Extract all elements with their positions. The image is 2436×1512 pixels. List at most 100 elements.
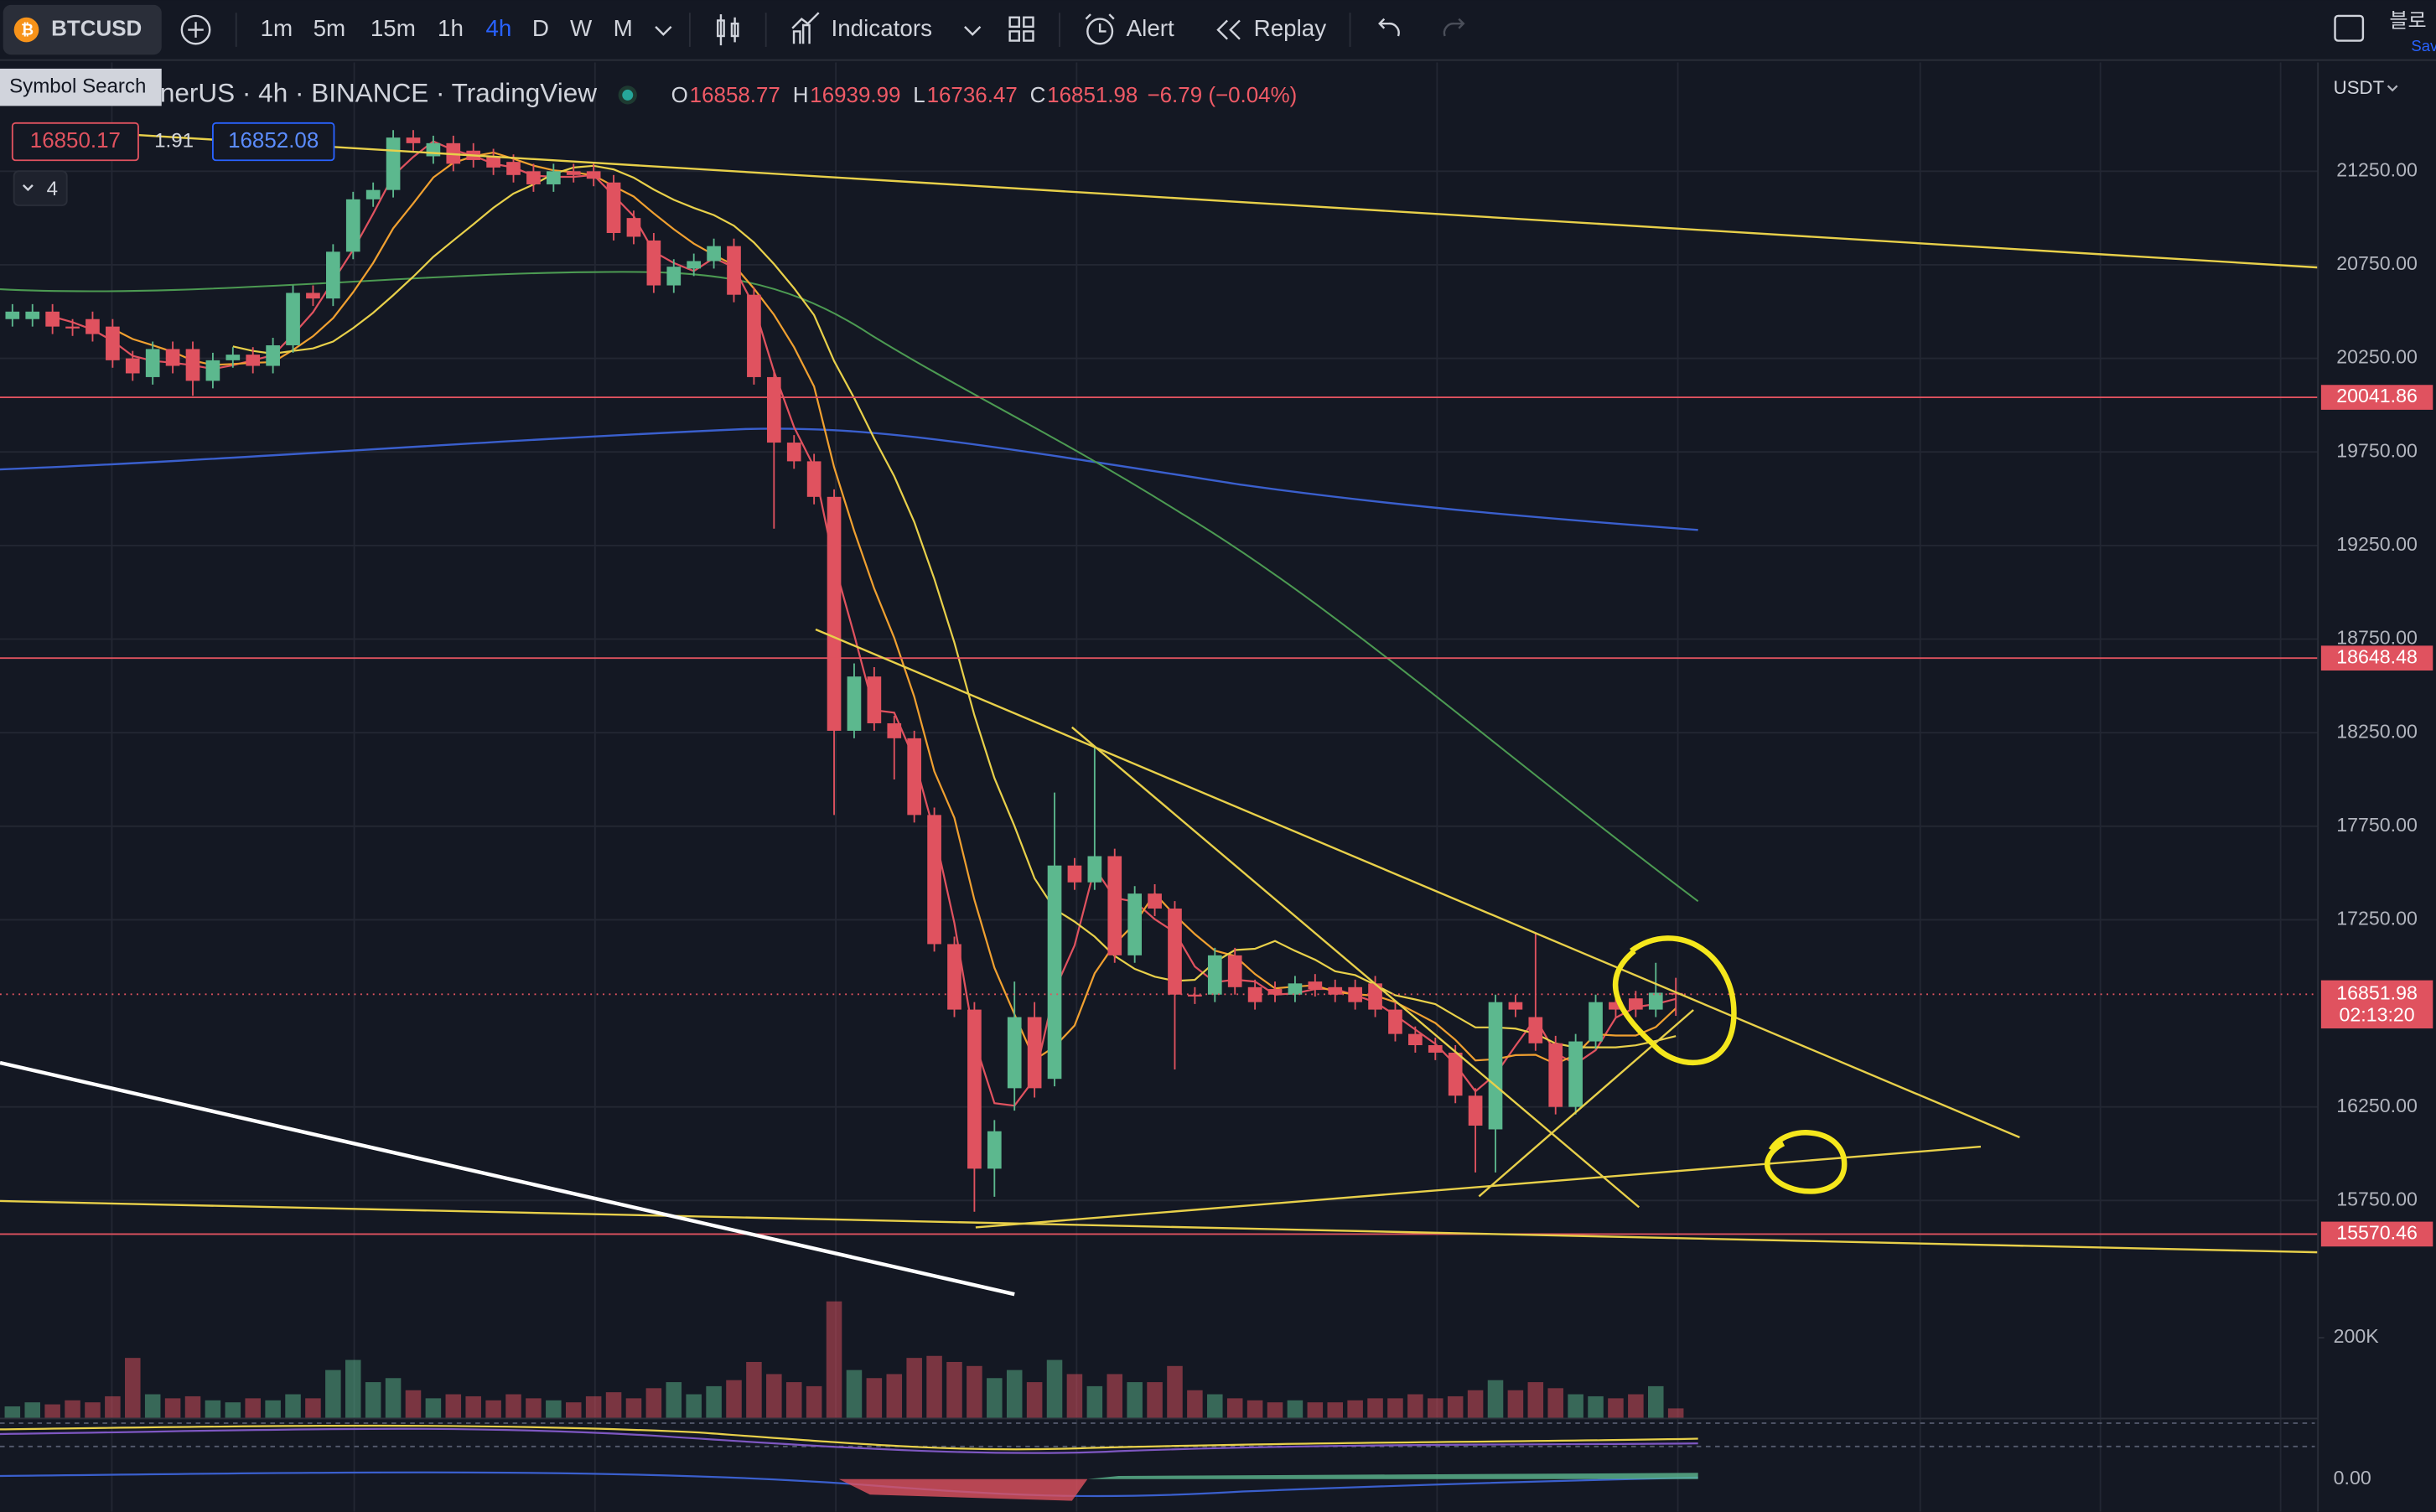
- currency-chevron[interactable]: [2387, 85, 2398, 92]
- volume-bar: [144, 1394, 161, 1419]
- candle-body: [947, 944, 961, 1010]
- volume-bar: [666, 1382, 682, 1419]
- fullscreen-button[interactable]: [2334, 14, 2365, 42]
- candle-body: [1267, 989, 1283, 995]
- volume-bar: [365, 1382, 381, 1419]
- moving-average-green: [0, 271, 1699, 903]
- volume-bar: [826, 1301, 842, 1419]
- volume-bar: [1327, 1402, 1344, 1419]
- volume-bar: [726, 1380, 742, 1419]
- layout-cell: [1023, 30, 1034, 42]
- volume-bar: [345, 1359, 361, 1419]
- indicator-count[interactable]: 4: [47, 178, 58, 200]
- interval-button[interactable]: 1m: [261, 15, 293, 41]
- volume-bar: [164, 1398, 181, 1419]
- candle-body: [606, 182, 621, 234]
- volume-bar: [926, 1355, 942, 1419]
- bid-price[interactable]: 16850.17: [30, 129, 121, 153]
- candle-body: [967, 1009, 982, 1169]
- candle-body: [486, 156, 500, 168]
- interval-chevron[interactable]: [655, 26, 672, 36]
- volume-bar: [1608, 1398, 1624, 1419]
- redo-button[interactable]: [1443, 18, 1465, 37]
- toolbar: ₿ BTCUSD Indicators Alert Replay: [0, 0, 2436, 61]
- volume-bar: [1407, 1394, 1423, 1419]
- spread: 1.91: [154, 129, 194, 152]
- y-tick-label: 17750.00: [2336, 814, 2418, 836]
- volume-bar: [1267, 1402, 1283, 1419]
- volume-bar: [746, 1361, 762, 1419]
- volume-bar: [1507, 1390, 1524, 1419]
- volume-bar: [1667, 1408, 1684, 1419]
- oscillator-pane: [0, 1422, 2315, 1501]
- volume-bar: [1287, 1400, 1304, 1419]
- interval-button[interactable]: 5m: [314, 15, 346, 41]
- interval-button[interactable]: W: [570, 15, 593, 41]
- candle-body: [1468, 1095, 1483, 1126]
- ohlc-value: 16858.77: [690, 84, 780, 107]
- volume-bar: [1467, 1390, 1484, 1419]
- volume-bar: [325, 1370, 341, 1419]
- symbol[interactable]: BTCUSD: [51, 17, 142, 40]
- replay-button[interactable]: Replay: [1254, 15, 1327, 41]
- moving-average: [232, 164, 1677, 1049]
- volume-bar: [1207, 1394, 1223, 1419]
- ask-box[interactable]: [211, 122, 335, 162]
- volume-bar: [1487, 1380, 1504, 1419]
- plot: [0, 130, 2319, 1419]
- symbol-button[interactable]: [3, 4, 162, 55]
- candle-body: [106, 326, 120, 360]
- alert-button[interactable]: Alert: [1127, 15, 1174, 41]
- volume-bar: [184, 1395, 201, 1419]
- replay-icon[interactable]: [1216, 19, 1241, 40]
- corner-label[interactable]: 블로: [2389, 10, 2426, 33]
- trend-line: [1478, 1009, 1694, 1198]
- undo-button[interactable]: [1378, 18, 1400, 37]
- volume-bar: [1247, 1400, 1263, 1419]
- candle-body: [1288, 983, 1303, 995]
- time-grid: [111, 62, 2282, 1512]
- corner-save[interactable]: Sav: [2411, 37, 2436, 54]
- last-price-tag: [2320, 980, 2433, 1029]
- compare-button[interactable]: [180, 14, 211, 45]
- volume-bar: [1307, 1402, 1324, 1419]
- volume-bar: [1647, 1385, 1664, 1419]
- interval-button[interactable]: 4h: [485, 15, 511, 41]
- ask-price[interactable]: 16852.08: [228, 129, 319, 153]
- chart-type-icon[interactable]: [717, 14, 739, 46]
- interval-button[interactable]: 1h: [438, 15, 464, 41]
- candle-body: [1408, 1033, 1423, 1046]
- indicators-button[interactable]: Indicators: [832, 15, 932, 41]
- candle-body: [1548, 1043, 1563, 1107]
- candle-body: [1428, 1045, 1443, 1053]
- separators: [235, 13, 1351, 47]
- indicators-chevron[interactable]: [964, 26, 982, 36]
- oscillator-line: [0, 1427, 1698, 1454]
- volume-bar: [4, 1406, 21, 1419]
- candle-body: [1168, 909, 1182, 995]
- trend-line: [975, 1145, 1982, 1229]
- bitcoin-glyph: ₿: [21, 20, 34, 38]
- bid-box[interactable]: [11, 122, 139, 162]
- candle-body: [365, 189, 381, 199]
- currency[interactable]: USDT: [2334, 77, 2385, 98]
- volume-bar: [785, 1382, 802, 1419]
- candle-body: [727, 246, 741, 295]
- layout-icon[interactable]: [1008, 16, 1034, 42]
- indicators-toggle[interactable]: [13, 170, 68, 206]
- interval-button[interactable]: 15m: [371, 15, 416, 41]
- trend-line: [93, 131, 2319, 269]
- candle-body: [1508, 1002, 1523, 1010]
- interval-button[interactable]: M: [614, 15, 633, 41]
- volume-bar: [625, 1398, 642, 1419]
- indicators-icon[interactable]: [791, 12, 820, 44]
- ohlc-value: 16851.98: [1047, 84, 1138, 107]
- interval-button[interactable]: D: [532, 15, 549, 41]
- volume-bar: [385, 1378, 402, 1419]
- price-tag-label: 18648.48: [2336, 645, 2418, 667]
- price-tag: [2320, 645, 2433, 671]
- alert-icon[interactable]: [1086, 18, 1114, 45]
- candle-body: [707, 246, 721, 261]
